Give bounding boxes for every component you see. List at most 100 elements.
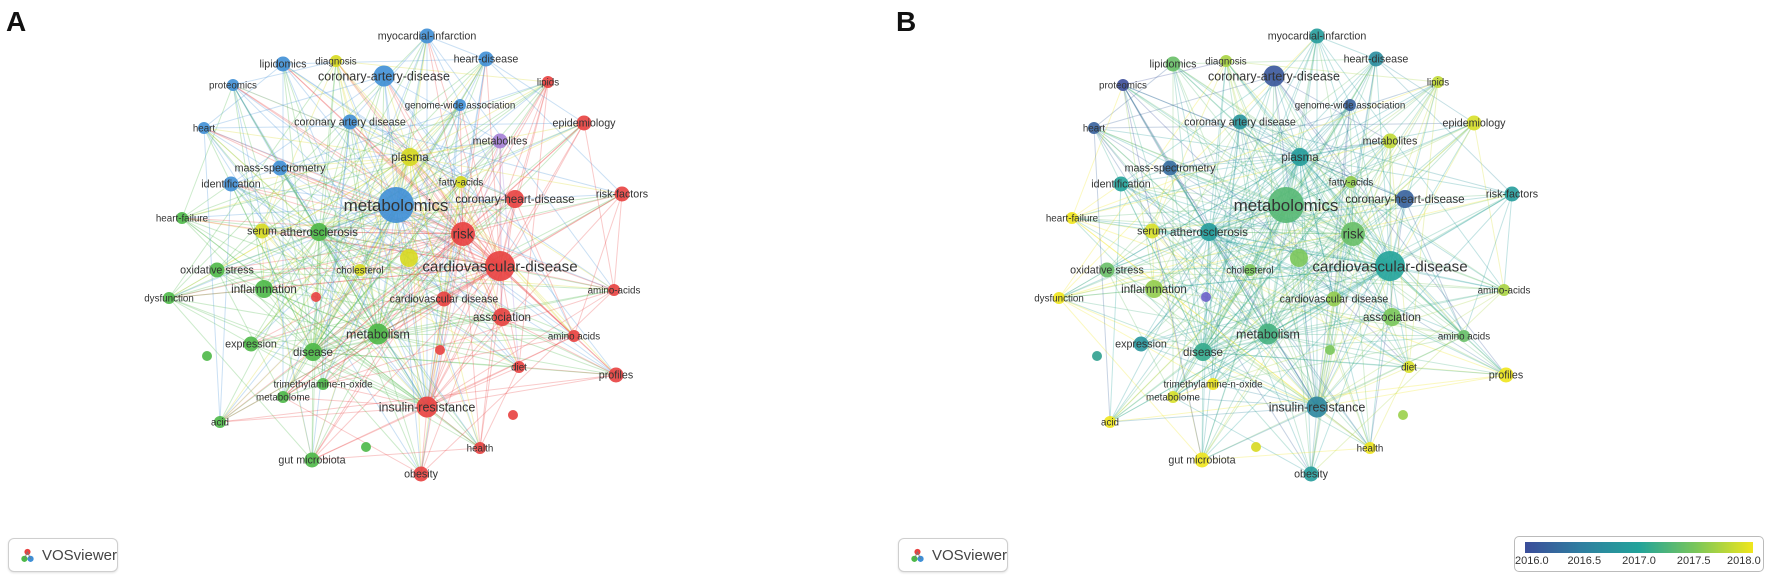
network-edge [250, 156, 411, 345]
node-trimethylamine-n-oxide[interactable] [317, 378, 329, 390]
node-lipidomics[interactable] [1165, 56, 1181, 72]
node-serum[interactable] [1144, 223, 1160, 239]
node-identification[interactable] [1113, 176, 1129, 192]
node-diagnosis[interactable] [330, 55, 342, 67]
node-cardiovascular-disease[interactable] [1326, 291, 1342, 307]
node-metabolomics[interactable] [1268, 187, 1304, 223]
vosviewer-badge[interactable]: VOSviewer [8, 538, 118, 572]
node-trimethylamine-n-oxide[interactable] [1207, 378, 1219, 390]
node-obesity[interactable] [413, 466, 429, 482]
node-coronary-heart-disease[interactable] [506, 190, 524, 208]
network-edge [1140, 204, 1287, 345]
node-myocardial-infarction[interactable] [1309, 28, 1325, 44]
node-genome-wide-association[interactable] [1344, 99, 1356, 111]
node-acid[interactable] [1104, 416, 1116, 428]
node-metabolomics[interactable] [378, 187, 414, 223]
node-health[interactable] [474, 442, 486, 454]
node-coronary-heart-disease[interactable] [1396, 190, 1414, 208]
node-oxidative-stress[interactable] [1099, 262, 1115, 278]
node-identification[interactable] [223, 176, 239, 192]
node-cardiovascular-disease[interactable] [1375, 251, 1405, 281]
node-insulin-resistance[interactable] [416, 396, 438, 418]
node-amino-acids[interactable] [1458, 330, 1470, 342]
node-association[interactable] [493, 308, 511, 326]
node-amino-acids[interactable] [608, 284, 620, 296]
network-edge [1212, 58, 1377, 385]
node-inflammation[interactable] [255, 280, 273, 298]
node-risk[interactable] [451, 222, 475, 246]
node-coronary-artery-disease[interactable] [373, 65, 395, 87]
node-proteomics[interactable] [1117, 79, 1129, 91]
node-risk-factors[interactable] [614, 186, 630, 202]
node-profiles[interactable] [1498, 367, 1514, 383]
node-oxidative-stress[interactable] [209, 262, 225, 278]
node-metabolome[interactable] [1167, 391, 1179, 403]
node-plasma[interactable] [401, 148, 419, 166]
node-dysfunction[interactable] [163, 292, 175, 304]
node-cholesterol[interactable] [1244, 264, 1256, 276]
network-edge [1172, 351, 1204, 398]
node-amino-acids[interactable] [1498, 284, 1510, 296]
node-association[interactable] [1383, 308, 1401, 326]
node-heart-disease[interactable] [1368, 51, 1384, 67]
node-gut-microbiota[interactable] [1194, 452, 1210, 468]
node-metabolites[interactable] [1382, 133, 1398, 149]
node-disease[interactable] [304, 343, 322, 361]
node-dysfunction[interactable] [1053, 292, 1065, 304]
node-coronary-artery-disease[interactable] [1232, 114, 1248, 130]
node-heart-failure[interactable] [176, 212, 188, 224]
node-proteomics[interactable] [227, 79, 239, 91]
node-lipids[interactable] [1432, 76, 1444, 88]
node-mass-spectrometry[interactable] [1162, 160, 1178, 176]
node-myocardial-infarction[interactable] [419, 28, 435, 44]
network-edge [1071, 81, 1439, 219]
network-edge [1273, 75, 1391, 267]
network-edge [1153, 288, 1269, 335]
node-health[interactable] [1364, 442, 1376, 454]
node-inflammation[interactable] [1145, 280, 1163, 298]
node-risk-factors[interactable] [1504, 186, 1520, 202]
node-fatty-acids[interactable] [455, 176, 467, 188]
node-serum[interactable] [254, 223, 270, 239]
node-insulin-resistance[interactable] [1306, 396, 1328, 418]
node-gut-microbiota[interactable] [304, 452, 320, 468]
node-acid[interactable] [214, 416, 226, 428]
node-mass-spectrometry[interactable] [272, 160, 288, 176]
node-metabolome[interactable] [277, 391, 289, 403]
node-atherosclerosis[interactable] [1200, 223, 1218, 241]
node-epidemiology[interactable] [576, 115, 592, 131]
node-expression[interactable] [243, 336, 259, 352]
node-heart-disease[interactable] [478, 51, 494, 67]
node-diet[interactable] [1403, 361, 1415, 373]
node-disease[interactable] [1194, 343, 1212, 361]
node-epidemiology[interactable] [1466, 115, 1482, 131]
node-plasma[interactable] [1291, 148, 1309, 166]
network-edge [318, 231, 503, 318]
node-heart-failure[interactable] [1066, 212, 1078, 224]
node-metabolism[interactable] [367, 323, 389, 345]
node-cholesterol[interactable] [354, 264, 366, 276]
node-metabolites[interactable] [492, 133, 508, 149]
node-lipidomics[interactable] [275, 56, 291, 72]
node-risk[interactable] [1341, 222, 1365, 246]
node-heart[interactable] [1088, 122, 1100, 134]
node-expression[interactable] [1133, 336, 1149, 352]
node-obesity[interactable] [1303, 466, 1319, 482]
node-cardiovascular-disease[interactable] [436, 291, 452, 307]
node-coronary-artery-disease[interactable] [342, 114, 358, 130]
node-amino-acids[interactable] [568, 330, 580, 342]
node-fatty-acids[interactable] [1345, 176, 1357, 188]
network-edge [318, 231, 428, 408]
network-edge [1169, 167, 1210, 233]
node-atherosclerosis[interactable] [310, 223, 328, 241]
node-heart[interactable] [198, 122, 210, 134]
node-lipids[interactable] [542, 76, 554, 88]
node-profiles[interactable] [608, 367, 624, 383]
node-coronary-artery-disease[interactable] [1263, 65, 1285, 87]
node-cardiovascular-disease[interactable] [485, 251, 515, 281]
node-metabolism[interactable] [1257, 323, 1279, 345]
node-diagnosis[interactable] [1220, 55, 1232, 67]
node-genome-wide-association[interactable] [454, 99, 466, 111]
vosviewer-badge[interactable]: VOSviewer [898, 538, 1008, 572]
node-diet[interactable] [513, 361, 525, 373]
